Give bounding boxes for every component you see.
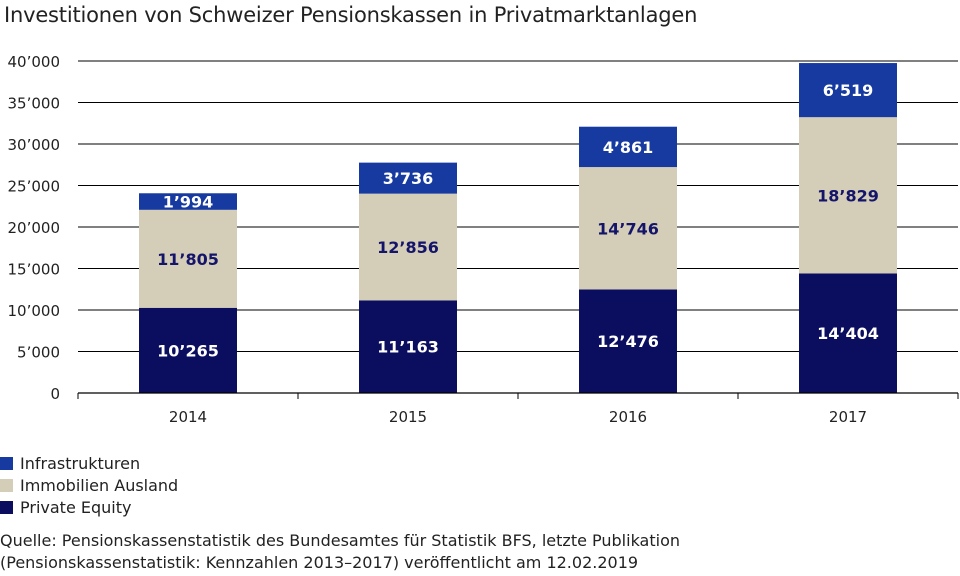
legend-label-immobilien-ausland: Immobilien Ausland bbox=[20, 475, 179, 495]
data-label: 4’861 bbox=[603, 138, 654, 157]
y-tick-label: 0 bbox=[50, 385, 60, 403]
chart-title: Investitionen von Schweizer Pensionskass… bbox=[4, 3, 698, 27]
y-tick-label: 35’000 bbox=[8, 95, 61, 113]
legend-label-private-equity: Private Equity bbox=[20, 497, 132, 517]
bar-segment bbox=[359, 193, 457, 301]
y-tick-label: 25’000 bbox=[8, 178, 61, 196]
data-label: 3’736 bbox=[383, 169, 434, 188]
bar-segment bbox=[579, 289, 677, 393]
bar-segment bbox=[359, 300, 457, 393]
source-line-2: (Pensionskassenstatistik: Kennzahlen 201… bbox=[0, 553, 639, 572]
x-tick-label: 2016 bbox=[609, 408, 647, 426]
bar-segment bbox=[579, 126, 677, 168]
y-tick-label: 30’000 bbox=[8, 136, 61, 154]
axes: 0 5’000 10’000 15’000 20’000 25’000 30’000 35’0… bbox=[8, 53, 959, 426]
data-label: 1’994 bbox=[163, 193, 214, 212]
legend-swatch-immobilien-ausland bbox=[0, 478, 13, 492]
data-label: 14’746 bbox=[597, 219, 659, 238]
legend-swatch-private-equity bbox=[0, 500, 13, 514]
data-label: 6’519 bbox=[823, 81, 874, 100]
legend-swatch-infrastrukturen bbox=[0, 456, 13, 470]
bar-segment bbox=[799, 117, 897, 274]
data-label: 11’805 bbox=[157, 250, 219, 269]
legend: Infrastrukturen Immobilien Ausland Priva… bbox=[0, 452, 178, 518]
bar-segment bbox=[139, 193, 237, 210]
bar-segment bbox=[799, 273, 897, 393]
x-tick-label: 2014 bbox=[169, 408, 207, 426]
y-tick-label: 5’000 bbox=[17, 344, 60, 362]
source-line-1: Quelle: Pensionskassenstatistik des Bund… bbox=[0, 531, 681, 550]
y-tick-label: 15’000 bbox=[8, 261, 61, 279]
data-label: 11’163 bbox=[377, 338, 439, 357]
data-label: 14’404 bbox=[817, 324, 879, 343]
y-tick-label: 10’000 bbox=[8, 302, 61, 320]
bar-segment bbox=[579, 167, 677, 290]
x-tick-label: 2015 bbox=[389, 408, 427, 426]
legend-item-private-equity: Private Equity bbox=[0, 496, 178, 518]
source-note: Quelle: Pensionskassenstatistik des Bund… bbox=[0, 530, 680, 574]
legend-item-immobilien-ausland: Immobilien Ausland bbox=[0, 474, 178, 496]
bar-segment bbox=[799, 63, 897, 118]
bar-segment bbox=[139, 209, 237, 308]
legend-item-infrastrukturen: Infrastrukturen bbox=[0, 452, 178, 474]
data-labels: 10’265 11’805 1’994 11’163 12’856 3’736 12’476… bbox=[157, 81, 879, 360]
y-tick-label: 20’000 bbox=[8, 219, 61, 237]
data-label: 12’476 bbox=[597, 332, 659, 351]
bar-segment bbox=[139, 307, 237, 393]
x-tick-label: 2017 bbox=[829, 408, 867, 426]
data-label: 10’265 bbox=[157, 341, 219, 360]
y-tick-label: 40’000 bbox=[8, 53, 61, 71]
data-label: 18’829 bbox=[817, 186, 879, 205]
legend-label-infrastrukturen: Infrastrukturen bbox=[20, 453, 141, 473]
data-label: 12’856 bbox=[377, 238, 439, 257]
stacked-bar-chart: 0 5’000 10’000 15’000 20’000 25’000 30’000 35’0… bbox=[8, 53, 959, 426]
bars bbox=[139, 63, 897, 393]
bar-segment bbox=[359, 162, 457, 194]
